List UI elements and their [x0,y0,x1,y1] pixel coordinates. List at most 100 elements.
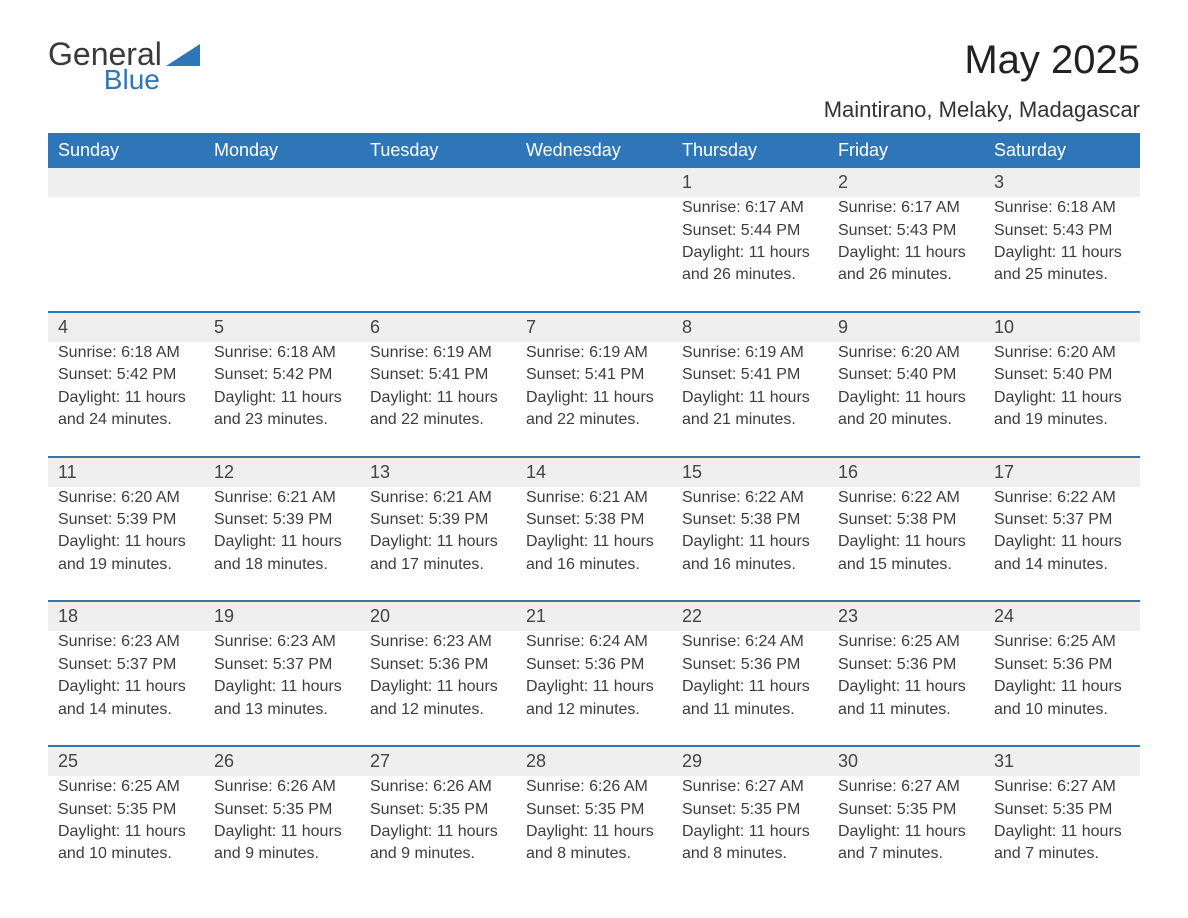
day-number-cell: 18 [48,601,204,631]
day-number-cell: 29 [672,746,828,776]
daylight-line: Daylight: 11 hours and 7 minutes. [838,821,974,866]
sunrise-line: Sunrise: 6:20 AM [838,342,974,364]
sunset-line: Sunset: 5:37 PM [994,509,1130,531]
title-block: May 2025 Maintirano, Melaky, Madagascar [824,38,1140,123]
day-detail-cell: Sunrise: 6:25 AMSunset: 5:36 PMDaylight:… [984,631,1140,746]
day-detail-cell: Sunrise: 6:27 AMSunset: 5:35 PMDaylight:… [672,776,828,890]
daylight-line: Daylight: 11 hours and 22 minutes. [370,387,506,432]
day-number-cell: 24 [984,601,1140,631]
logo-text: General Blue [48,38,162,94]
sunset-line: Sunset: 5:39 PM [370,509,506,531]
day-detail-cell [204,197,360,312]
logo: General Blue [48,38,200,94]
day-number-cell: 25 [48,746,204,776]
day-number-cell: 23 [828,601,984,631]
sunset-line: Sunset: 5:35 PM [58,799,194,821]
sunrise-line: Sunrise: 6:26 AM [370,776,506,798]
sunset-line: Sunset: 5:41 PM [682,364,818,386]
sunrise-line: Sunrise: 6:24 AM [526,631,662,653]
daylight-line: Daylight: 11 hours and 11 minutes. [838,676,974,721]
sunset-line: Sunset: 5:36 PM [682,654,818,676]
day-detail-cell: Sunrise: 6:17 AMSunset: 5:43 PMDaylight:… [828,197,984,312]
sunset-line: Sunset: 5:36 PM [526,654,662,676]
sunrise-line: Sunrise: 6:25 AM [994,631,1130,653]
sunset-line: Sunset: 5:43 PM [838,220,974,242]
location-subtitle: Maintirano, Melaky, Madagascar [824,97,1140,123]
day-detail-cell: Sunrise: 6:26 AMSunset: 5:35 PMDaylight:… [360,776,516,890]
day-detail-cell: Sunrise: 6:20 AMSunset: 5:40 PMDaylight:… [984,342,1140,457]
day-number-cell: 19 [204,601,360,631]
daylight-line: Daylight: 11 hours and 8 minutes. [682,821,818,866]
day-number-cell: 1 [672,168,828,197]
sunrise-line: Sunrise: 6:21 AM [370,487,506,509]
day-detail-cell: Sunrise: 6:21 AMSunset: 5:39 PMDaylight:… [360,487,516,602]
sunset-line: Sunset: 5:36 PM [994,654,1130,676]
day-detail-row: Sunrise: 6:18 AMSunset: 5:42 PMDaylight:… [48,342,1140,457]
day-number-cell: 5 [204,312,360,342]
sunrise-line: Sunrise: 6:24 AM [682,631,818,653]
day-number-row: 25262728293031 [48,746,1140,776]
day-detail-cell: Sunrise: 6:26 AMSunset: 5:35 PMDaylight:… [516,776,672,890]
weekday-header: Tuesday [360,133,516,168]
daylight-line: Daylight: 11 hours and 14 minutes. [994,531,1130,576]
daylight-line: Daylight: 11 hours and 19 minutes. [58,531,194,576]
day-number-cell: 26 [204,746,360,776]
day-detail-row: Sunrise: 6:20 AMSunset: 5:39 PMDaylight:… [48,487,1140,602]
day-detail-cell: Sunrise: 6:18 AMSunset: 5:43 PMDaylight:… [984,197,1140,312]
day-number-row: 45678910 [48,312,1140,342]
day-detail-cell [360,197,516,312]
sunset-line: Sunset: 5:35 PM [994,799,1130,821]
sunrise-line: Sunrise: 6:23 AM [58,631,194,653]
sunrise-line: Sunrise: 6:18 AM [58,342,194,364]
calendar-header-row: SundayMondayTuesdayWednesdayThursdayFrid… [48,133,1140,168]
weekday-header: Sunday [48,133,204,168]
daylight-line: Daylight: 11 hours and 20 minutes. [838,387,974,432]
day-detail-cell: Sunrise: 6:23 AMSunset: 5:37 PMDaylight:… [204,631,360,746]
sunrise-line: Sunrise: 6:27 AM [994,776,1130,798]
sunrise-line: Sunrise: 6:22 AM [838,487,974,509]
sunset-line: Sunset: 5:36 PM [370,654,506,676]
sunrise-line: Sunrise: 6:19 AM [370,342,506,364]
sunset-line: Sunset: 5:40 PM [994,364,1130,386]
daylight-line: Daylight: 11 hours and 24 minutes. [58,387,194,432]
day-detail-cell: Sunrise: 6:21 AMSunset: 5:39 PMDaylight:… [204,487,360,602]
sunrise-line: Sunrise: 6:23 AM [370,631,506,653]
daylight-line: Daylight: 11 hours and 23 minutes. [214,387,350,432]
sunset-line: Sunset: 5:35 PM [526,799,662,821]
daylight-line: Daylight: 11 hours and 7 minutes. [994,821,1130,866]
sunset-line: Sunset: 5:35 PM [838,799,974,821]
day-number-cell: 9 [828,312,984,342]
page-title: May 2025 [824,38,1140,83]
day-detail-cell: Sunrise: 6:23 AMSunset: 5:37 PMDaylight:… [48,631,204,746]
daylight-line: Daylight: 11 hours and 21 minutes. [682,387,818,432]
header: General Blue May 2025 Maintirano, Melaky… [48,38,1140,123]
sunset-line: Sunset: 5:41 PM [526,364,662,386]
calendar-table: SundayMondayTuesdayWednesdayThursdayFrid… [48,133,1140,890]
weekday-header: Saturday [984,133,1140,168]
sunset-line: Sunset: 5:38 PM [526,509,662,531]
day-detail-cell: Sunrise: 6:19 AMSunset: 5:41 PMDaylight:… [516,342,672,457]
day-number-cell [516,168,672,197]
day-number-row: 123 [48,168,1140,197]
sunrise-line: Sunrise: 6:18 AM [994,197,1130,219]
day-number-cell: 31 [984,746,1140,776]
day-detail-cell: Sunrise: 6:24 AMSunset: 5:36 PMDaylight:… [516,631,672,746]
sunrise-line: Sunrise: 6:21 AM [526,487,662,509]
sunrise-line: Sunrise: 6:20 AM [994,342,1130,364]
day-detail-cell: Sunrise: 6:22 AMSunset: 5:38 PMDaylight:… [828,487,984,602]
daylight-line: Daylight: 11 hours and 11 minutes. [682,676,818,721]
sunrise-line: Sunrise: 6:18 AM [214,342,350,364]
day-number-cell: 2 [828,168,984,197]
day-number-cell: 30 [828,746,984,776]
weekday-header: Monday [204,133,360,168]
daylight-line: Daylight: 11 hours and 16 minutes. [526,531,662,576]
daylight-line: Daylight: 11 hours and 22 minutes. [526,387,662,432]
daylight-line: Daylight: 11 hours and 26 minutes. [682,242,818,287]
sunrise-line: Sunrise: 6:21 AM [214,487,350,509]
sunrise-line: Sunrise: 6:22 AM [994,487,1130,509]
daylight-line: Daylight: 11 hours and 26 minutes. [838,242,974,287]
day-number-cell: 8 [672,312,828,342]
day-detail-cell: Sunrise: 6:20 AMSunset: 5:40 PMDaylight:… [828,342,984,457]
day-detail-row: Sunrise: 6:25 AMSunset: 5:35 PMDaylight:… [48,776,1140,890]
sunset-line: Sunset: 5:37 PM [214,654,350,676]
